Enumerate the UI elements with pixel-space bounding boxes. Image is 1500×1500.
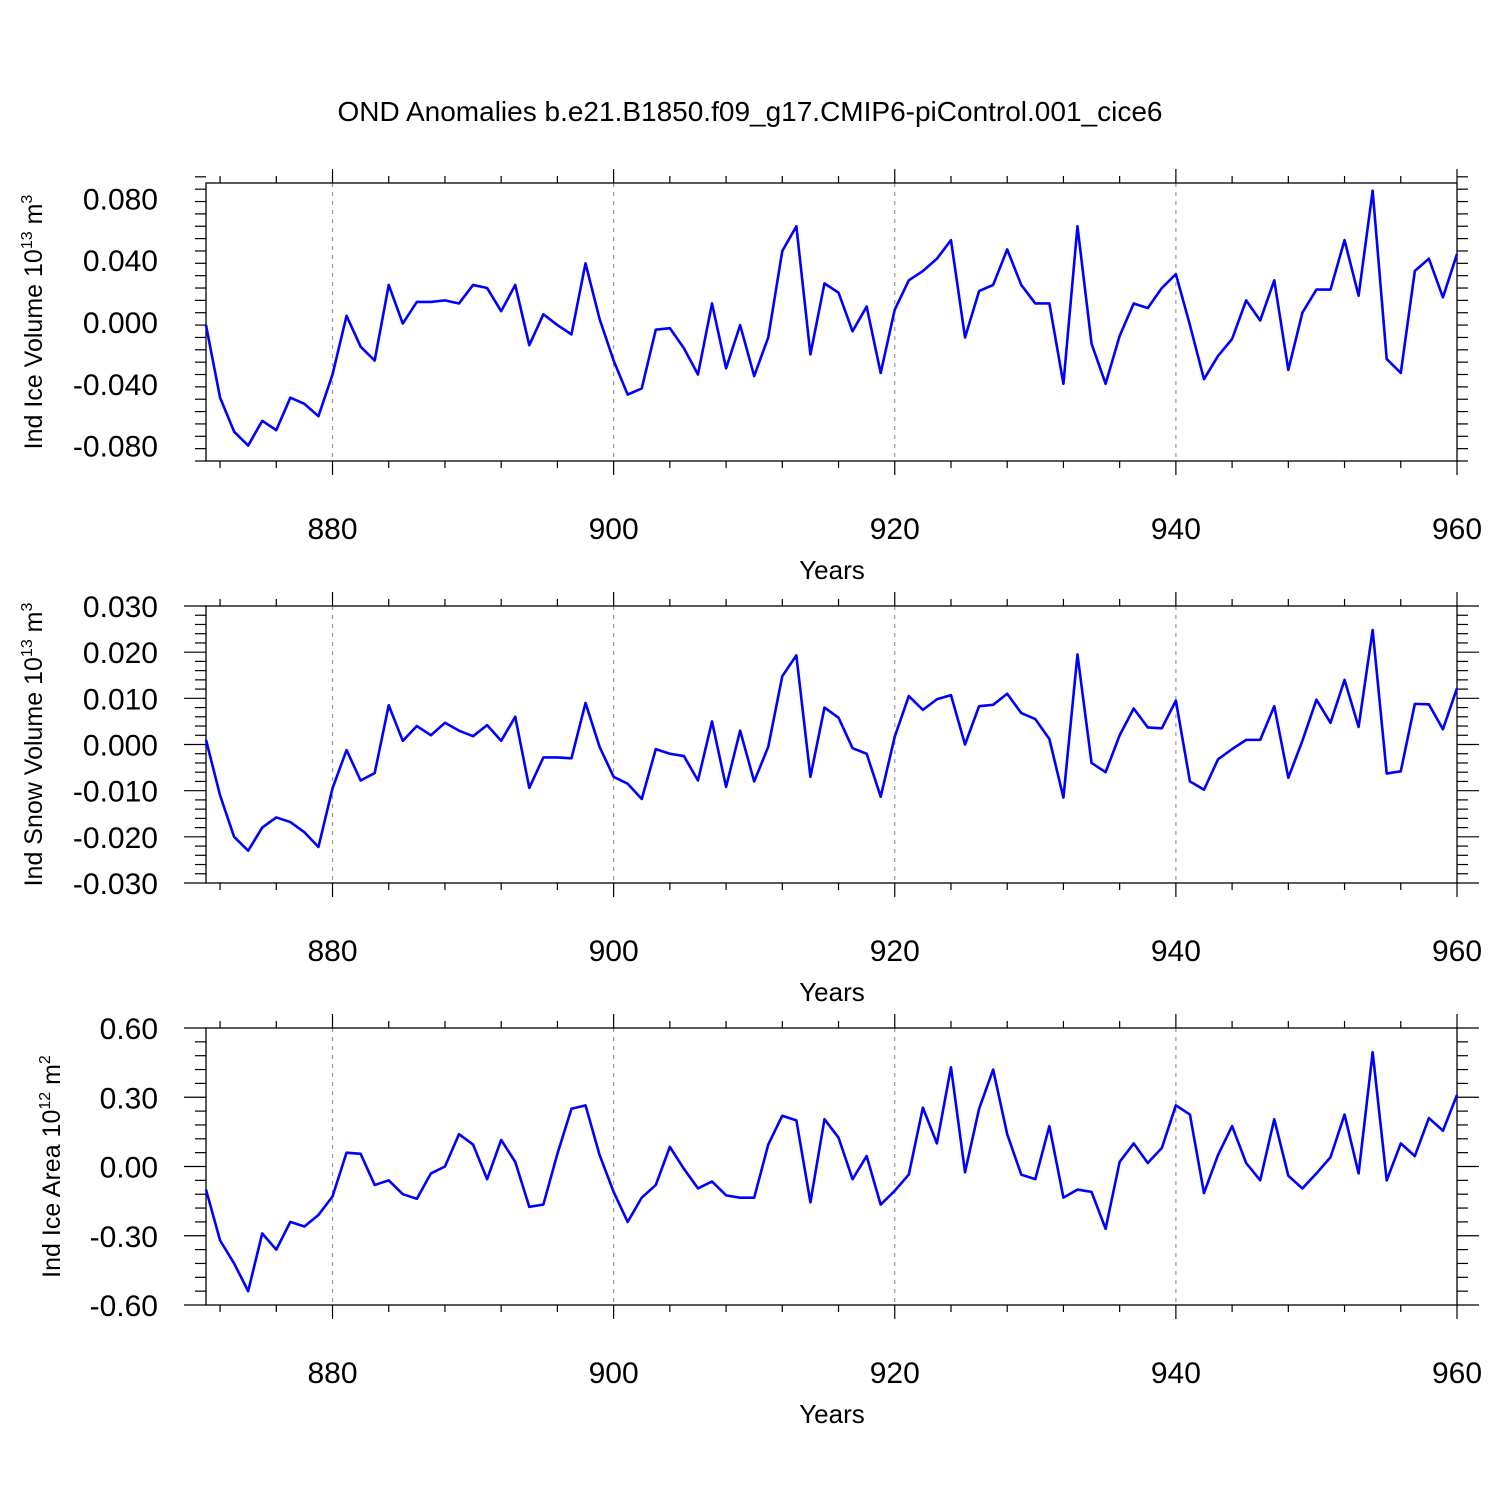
panel-1-x-tick-label: 920 — [870, 935, 920, 968]
panel-2-x-tick-label: 900 — [589, 1357, 639, 1390]
panel-2-y-axis-label-unit-exp: 2 — [37, 1055, 54, 1064]
panel-1-x-axis-label: Years — [799, 977, 865, 1007]
panel-0-series-line — [204, 189, 1459, 447]
panel-1-y-axis-label-main: Ind Snow Volume 10 — [20, 657, 48, 886]
panel-1-y-tick-label: 0.020 — [83, 637, 158, 670]
panel-1-x-tick-label: 960 — [1432, 935, 1482, 968]
panel-2-x-tick-label: 880 — [307, 1357, 357, 1390]
panel-2-series-line — [204, 1050, 1459, 1293]
panel-1-y-tick-label: -0.020 — [73, 822, 158, 855]
panel-0-x-tick-label: 960 — [1432, 513, 1482, 546]
panel-2-plot-frame — [205, 1027, 1458, 1306]
panel-1-x-tick-label: 900 — [589, 935, 639, 968]
panel-1-y-tick-label: -0.030 — [73, 868, 158, 901]
panel-0-y-axis-label: Ind Ice Volume 1013 m3 — [19, 195, 48, 450]
panel-1-y-axis-label-exp: 13 — [19, 639, 36, 657]
panel-1-y-axis-label: Ind Snow Volume 1013 m3 — [19, 603, 48, 887]
panel-ice-volume: -0.080 -0.040 0.000 0.040 0.080 880 900 920 940 9… — [19, 169, 1482, 585]
panel-0-x-tick-label: 940 — [1151, 513, 1201, 546]
panel-0-y-tick-label: 0.000 — [83, 307, 158, 340]
panel-2-x-tick-label: 960 — [1432, 1357, 1482, 1390]
panel-0-y-tick-label: -0.080 — [73, 431, 158, 464]
panel-2-y-axis-label: Ind Ice Area 1012 m2 — [37, 1055, 66, 1278]
panel-0-x-tick-label: 920 — [870, 513, 920, 546]
panel-1-x-tick-label: 880 — [307, 935, 357, 968]
panel-2-y-axis-label-exp: 12 — [37, 1092, 54, 1110]
panel-0-y-axis-label-unit-exp: 3 — [19, 195, 36, 204]
panel-2-y-tick-label: 0.30 — [100, 1082, 158, 1115]
panel-0-x-tick-label: 880 — [307, 513, 357, 546]
panel-0-y-axis-label-exp: 13 — [19, 231, 36, 249]
panel-2-y-axis-label-unit: m — [38, 1064, 66, 1092]
panel-1-series-line — [204, 628, 1459, 852]
panel-0-y-axis-label-main: Ind Ice Volume 10 — [20, 249, 48, 449]
panel-snow-volume: -0.030 -0.020 -0.010 0.000 0.010 0.020 0.030 88… — [19, 591, 1482, 1007]
panel-1-y-tick-label: 0.000 — [83, 730, 158, 763]
panel-2-y-tick-label: -0.60 — [90, 1290, 158, 1323]
panel-2-y-axis-label-main: Ind Ice Area 10 — [38, 1110, 66, 1278]
panel-2-y-tick-label: 0.60 — [100, 1013, 158, 1046]
figure-title: OND Anomalies b.e21.B1850.f09_g17.CMIP6-… — [338, 96, 1163, 127]
panel-ice-area: -0.60 -0.30 0.00 0.30 0.60 880 900 920 940 960 Yea… — [37, 1013, 1482, 1429]
panel-0-y-tick-label: 0.080 — [83, 183, 158, 216]
panel-0-y-tick-label: -0.040 — [73, 369, 158, 402]
panel-1-x-tick-label: 940 — [1151, 935, 1201, 968]
panel-0-y-tick-label: 0.040 — [83, 245, 158, 278]
panel-1-y-tick-label: 0.010 — [83, 683, 158, 716]
panel-0-x-axis-label: Years — [799, 555, 865, 585]
panel-1-y-tick-label: 0.030 — [83, 591, 158, 624]
panel-0-plot-frame — [205, 182, 1458, 462]
panel-1-y-tick-label: -0.010 — [73, 776, 158, 809]
panel-2-x-tick-label: 920 — [870, 1357, 920, 1390]
panel-2-x-axis-label: Years — [799, 1399, 865, 1429]
panel-1-y-axis-label-unit: m — [20, 612, 48, 640]
panel-1-plot-frame — [205, 605, 1458, 884]
panel-2-x-tick-label: 940 — [1151, 1357, 1201, 1390]
panel-0-y-axis-label-unit: m — [20, 204, 48, 232]
panel-0-x-tick-label: 900 — [589, 513, 639, 546]
panel-1-y-axis-label-unit-exp: 3 — [19, 603, 36, 612]
panel-2-y-tick-label: -0.30 — [90, 1221, 158, 1254]
panel-2-y-tick-label: 0.00 — [100, 1152, 158, 1185]
